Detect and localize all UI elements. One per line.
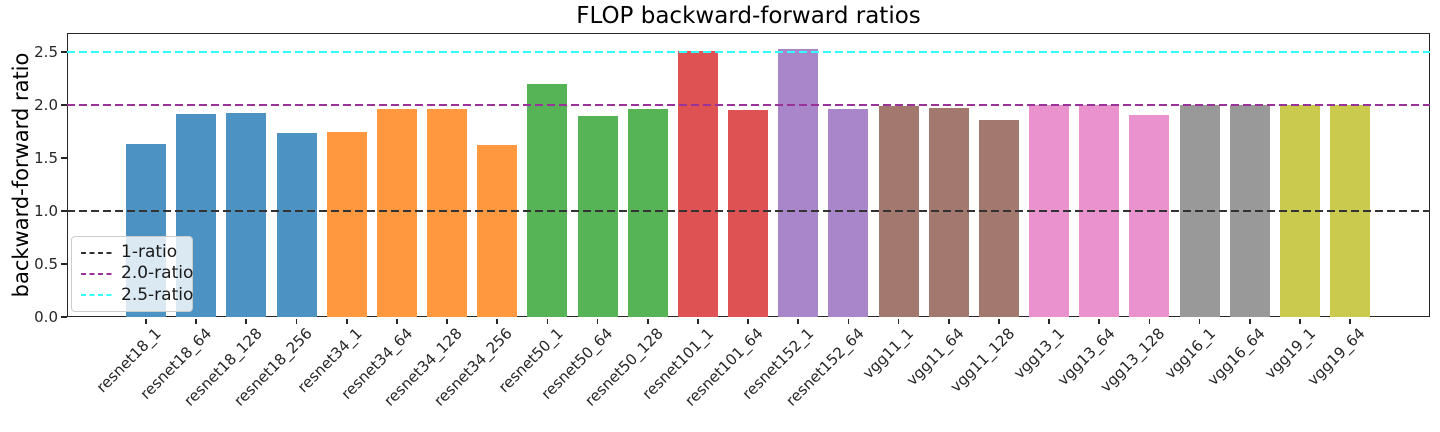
x-tick-mark (245, 319, 248, 324)
bar-resnet50_1 (527, 84, 568, 317)
y-tick-label: 0.0 (34, 307, 58, 326)
x-tick-mark (396, 319, 398, 324)
x-tick-mark (1299, 319, 1301, 324)
legend-label: 1-ratio (121, 242, 178, 263)
y-tick-label: 1.0 (34, 201, 58, 220)
legend-dash-sample (81, 251, 112, 254)
bar-resnet101_64 (728, 110, 769, 317)
x-tick-mark (1198, 319, 1201, 324)
y-tick-mark (61, 316, 67, 318)
x-tick-mark (1148, 319, 1151, 324)
x-tick-mark (195, 319, 197, 324)
bar-resnet34_64 (376, 109, 417, 317)
x-tick-mark (496, 319, 499, 324)
x-tick-mark (697, 319, 699, 324)
y-tick-mark (61, 210, 67, 212)
x-tick-mark (897, 319, 900, 324)
x-tick-mark (998, 319, 1000, 324)
legend-row: 1-ratio (81, 244, 183, 261)
bar-resnet101_1 (677, 51, 718, 317)
x-tick-mark (747, 319, 749, 324)
x-tick-mark (145, 319, 147, 324)
x-tick-mark (546, 319, 549, 324)
x-tick-mark (646, 319, 649, 324)
bar-vgg11_128 (978, 120, 1019, 317)
y-tick-mark (61, 51, 67, 54)
x-tick-mark (1098, 319, 1101, 324)
bar-resnet152_1 (778, 49, 819, 317)
ref-line-1-ratio (67, 210, 1430, 213)
x-tick-mark (847, 319, 850, 324)
legend-row: 2.5-ratio (81, 286, 193, 304)
y-tick-mark (61, 157, 67, 159)
y-tick-label: 2.5 (34, 42, 58, 61)
x-tick-mark (596, 319, 599, 324)
x-tick-mark (1349, 319, 1351, 324)
bar-vgg13_128 (1129, 114, 1170, 317)
legend: 1-ratio 2.0-ratio 2.5-ratio (71, 236, 193, 312)
ref-line-2.5-ratio (67, 51, 1430, 54)
y-tick-label: 1.5 (34, 148, 58, 167)
x-tick-mark (446, 319, 448, 324)
bar-resnet18_128 (226, 112, 267, 317)
y-tick-mark (61, 263, 67, 265)
bar-resnet18_256 (276, 132, 317, 317)
y-tick-mark (61, 104, 67, 107)
x-tick-mark (947, 319, 950, 324)
y-tick-label: 0.5 (34, 254, 58, 273)
x-tick-mark (1048, 319, 1050, 324)
bar-resnet152_64 (828, 109, 869, 317)
x-tick-mark (345, 319, 348, 324)
x-tick-mark (295, 319, 298, 324)
legend-row: 2.0-ratio (81, 265, 193, 282)
legend-label: 2.0-ratio (121, 263, 194, 284)
bar-resnet50_128 (627, 109, 668, 317)
chart-title: FLOP backward-forward ratios (576, 3, 921, 29)
ref-line-2.0-ratio (67, 104, 1430, 107)
y-tick-label: 2.0 (34, 95, 58, 114)
legend-label: 2.5-ratio (121, 284, 194, 305)
legend-dash-sample (81, 272, 112, 275)
x-tick-mark (797, 319, 800, 324)
legend-dash-sample (81, 294, 112, 297)
x-tick-mark (1248, 319, 1251, 324)
bar-resnet34_1 (326, 131, 367, 317)
bar-resnet34_128 (427, 109, 468, 317)
bar-vgg11_64 (928, 108, 969, 317)
bar-resnet34_256 (477, 145, 518, 317)
bar-resnet50_64 (577, 115, 618, 317)
